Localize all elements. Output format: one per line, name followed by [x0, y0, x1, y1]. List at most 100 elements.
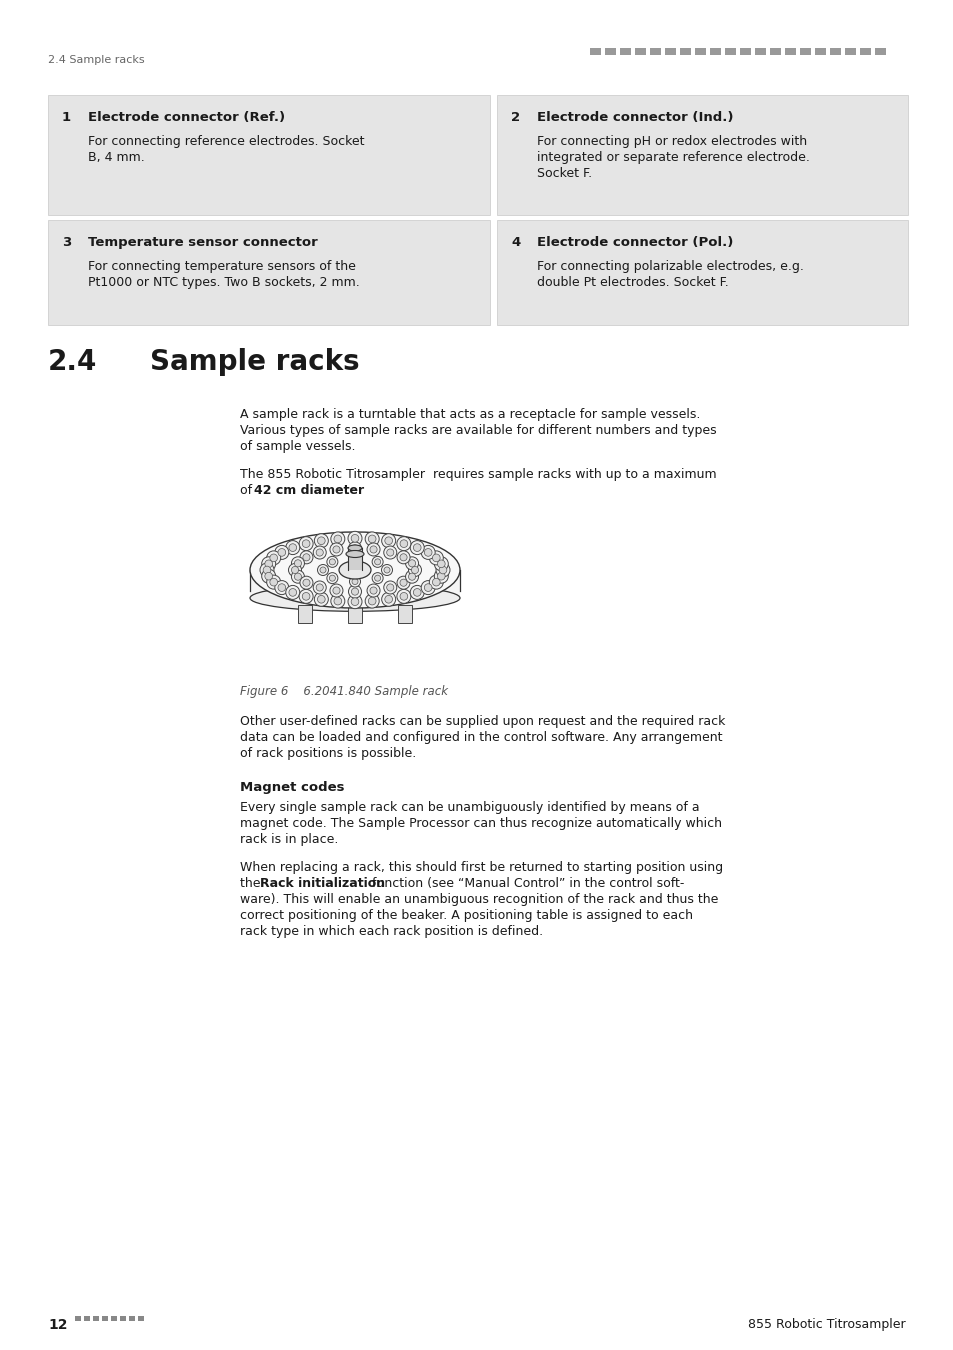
Circle shape — [351, 535, 358, 543]
Circle shape — [429, 551, 443, 564]
Circle shape — [348, 595, 361, 609]
Text: Magnet codes: Magnet codes — [240, 782, 344, 794]
Circle shape — [413, 589, 420, 597]
Bar — [497, 220, 907, 325]
Circle shape — [408, 560, 416, 567]
Circle shape — [351, 598, 358, 606]
Circle shape — [294, 574, 301, 580]
Circle shape — [302, 593, 310, 601]
Circle shape — [436, 563, 450, 576]
Circle shape — [291, 570, 304, 583]
Circle shape — [349, 554, 360, 564]
Bar — [348, 605, 361, 622]
Circle shape — [405, 570, 418, 583]
Circle shape — [399, 554, 407, 560]
Bar — [92, 1316, 99, 1322]
Text: magnet code. The Sample Processor can thus recognize automatically which: magnet code. The Sample Processor can th… — [240, 817, 721, 830]
Circle shape — [299, 551, 313, 564]
Circle shape — [437, 560, 445, 567]
Circle shape — [267, 551, 280, 564]
Bar — [814, 49, 825, 55]
Circle shape — [367, 585, 379, 597]
Bar — [740, 49, 750, 55]
Circle shape — [317, 537, 325, 544]
Circle shape — [410, 586, 424, 599]
Bar — [754, 49, 765, 55]
Bar — [874, 49, 885, 55]
Bar — [695, 49, 705, 55]
Bar — [48, 220, 490, 325]
Circle shape — [384, 537, 392, 544]
Bar — [679, 49, 690, 55]
Bar — [297, 605, 312, 622]
Bar — [48, 95, 490, 215]
Circle shape — [261, 556, 275, 571]
Text: ware). This will enable an unambiguous recognition of the rack and thus the: ware). This will enable an unambiguous r… — [240, 892, 718, 906]
Circle shape — [317, 564, 328, 575]
Bar — [829, 49, 841, 55]
Circle shape — [302, 554, 310, 560]
Text: rack type in which each rack position is defined.: rack type in which each rack position is… — [240, 925, 542, 938]
Bar — [664, 49, 676, 55]
Circle shape — [288, 563, 301, 576]
Circle shape — [261, 570, 275, 583]
Circle shape — [381, 593, 395, 606]
Ellipse shape — [250, 585, 459, 612]
Text: Various types of sample racks are available for different numbers and types: Various types of sample racks are availa… — [240, 424, 716, 437]
Text: 4: 4 — [511, 236, 519, 248]
Circle shape — [384, 595, 392, 603]
Text: For connecting temperature sensors of the: For connecting temperature sensors of th… — [88, 261, 355, 273]
Bar — [724, 49, 735, 55]
Circle shape — [405, 556, 418, 570]
Circle shape — [302, 540, 310, 548]
Text: Temperature sensor connector: Temperature sensor connector — [88, 236, 317, 248]
Circle shape — [313, 545, 326, 559]
Circle shape — [299, 537, 313, 551]
Circle shape — [286, 586, 299, 599]
Circle shape — [367, 543, 379, 556]
Circle shape — [396, 551, 410, 564]
Circle shape — [386, 585, 394, 591]
Text: Rack initialization: Rack initialization — [260, 878, 385, 890]
Bar — [111, 1316, 117, 1322]
Text: Electrode connector (Ref.): Electrode connector (Ref.) — [88, 111, 285, 124]
Circle shape — [263, 566, 271, 574]
Circle shape — [432, 578, 439, 586]
Circle shape — [319, 567, 326, 572]
Bar — [619, 49, 630, 55]
Circle shape — [351, 545, 358, 552]
Text: the: the — [240, 878, 264, 890]
Bar — [589, 49, 600, 55]
Circle shape — [348, 541, 361, 555]
Circle shape — [429, 575, 443, 589]
Bar — [604, 49, 616, 55]
Circle shape — [365, 532, 378, 545]
Circle shape — [299, 576, 313, 589]
Circle shape — [291, 567, 298, 574]
Circle shape — [372, 572, 383, 583]
Text: 42 cm diameter: 42 cm diameter — [253, 485, 364, 497]
Text: The 855 Robotic Titrosampler  requires sample racks with up to a maximum: The 855 Robotic Titrosampler requires sa… — [240, 468, 716, 481]
Text: 3: 3 — [62, 236, 71, 248]
Circle shape — [329, 575, 335, 580]
Circle shape — [399, 593, 407, 601]
Circle shape — [333, 587, 339, 594]
Circle shape — [383, 567, 390, 572]
Circle shape — [291, 556, 304, 570]
Circle shape — [270, 578, 277, 586]
Circle shape — [437, 572, 445, 580]
Circle shape — [383, 580, 396, 594]
Circle shape — [352, 555, 357, 562]
Text: For connecting pH or redox electrodes with: For connecting pH or redox electrodes wi… — [537, 135, 806, 148]
Text: function (see “Manual Control” in the control soft-: function (see “Manual Control” in the co… — [368, 878, 683, 890]
Text: rack is in place.: rack is in place. — [240, 833, 338, 846]
Bar — [497, 95, 907, 215]
Circle shape — [396, 576, 410, 589]
Circle shape — [399, 540, 407, 548]
Bar — [75, 1316, 81, 1322]
Text: Electrode connector (Ind.): Electrode connector (Ind.) — [537, 111, 733, 124]
Circle shape — [399, 579, 407, 586]
Text: For connecting polarizable electrodes, e.g.: For connecting polarizable electrodes, e… — [537, 261, 803, 273]
Circle shape — [286, 540, 299, 555]
Circle shape — [420, 580, 435, 594]
